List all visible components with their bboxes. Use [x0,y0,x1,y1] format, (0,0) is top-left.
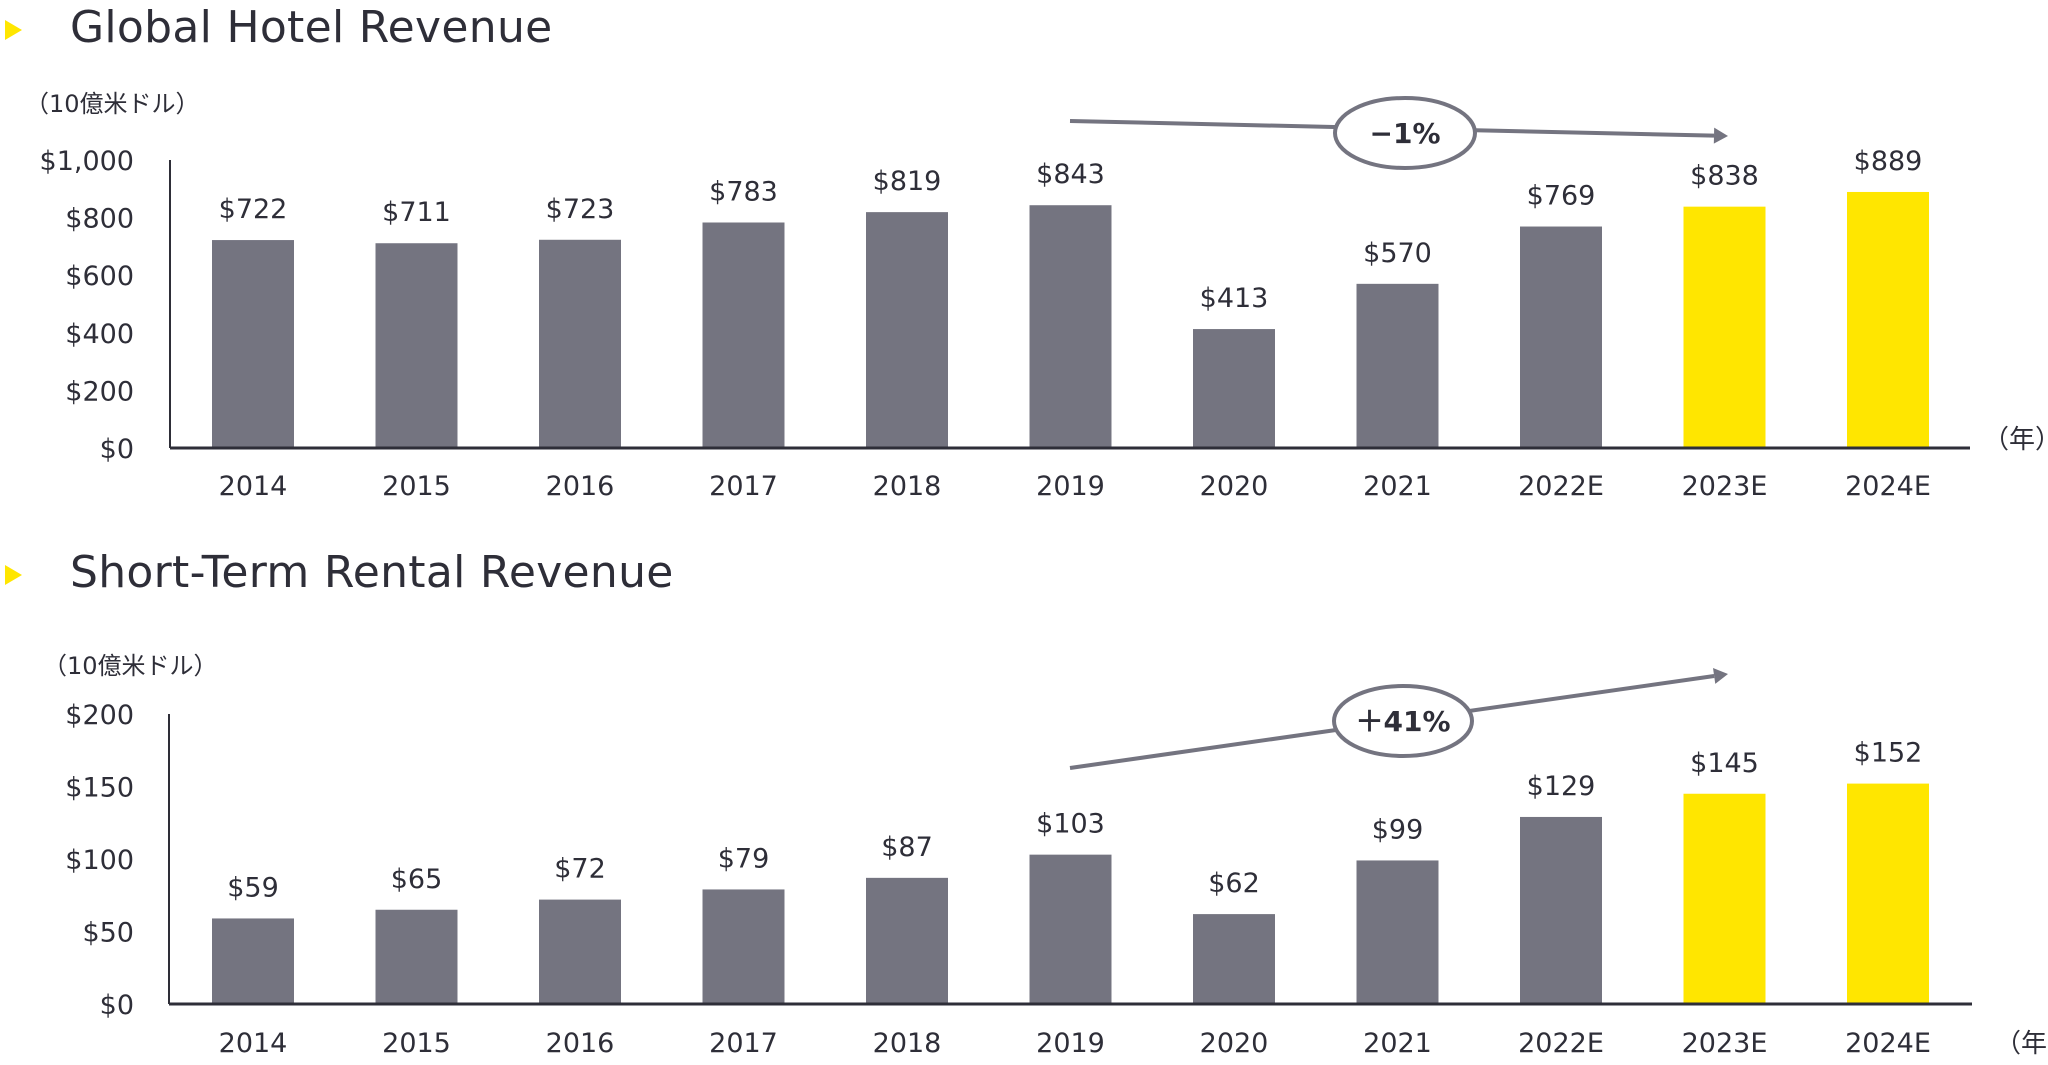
growth-callout-text: −1% [1370,117,1441,150]
y-tick-label: $1,000 [40,146,134,177]
bar-value-label: $769 [1527,181,1596,212]
x-tick-label: 2024E [1845,1028,1931,1059]
y-tick-label: $100 [65,845,134,876]
y-axis-unit-label: （10億米ドル） [43,652,218,680]
bar-value-label: $723 [546,194,615,225]
bar-2020 [1193,914,1275,1004]
x-tick-label: 2018 [873,471,942,502]
bar-2017 [702,222,785,448]
bar-2022E [1520,816,1602,1004]
section-bullet-icon [5,20,22,40]
x-tick-label: 2017 [709,471,778,502]
bar-value-label: $711 [382,197,451,228]
bar-2024E [1847,783,1929,1004]
y-axis-unit-label: （10億米ドル） [25,90,200,118]
x-tick-label: 2023E [1682,1028,1768,1059]
x-tick-label: 2020 [1200,1028,1269,1059]
y-tick-label: $800 [65,204,134,235]
y-tick-label: $150 [65,773,134,804]
y-tick-label: $200 [65,700,134,731]
x-tick-label: 2017 [709,1028,778,1059]
x-tick-label: 2021 [1363,1028,1432,1059]
bar-2018 [866,877,948,1004]
growth-callout-text: ＋41% [1355,705,1450,738]
bar-value-label: $570 [1363,238,1432,269]
y-tick-label: $200 [65,376,134,407]
x-tick-label: 2015 [382,1028,451,1059]
bar-2015 [375,243,458,448]
trend-arrow-head-icon [1713,127,1728,144]
bar-2024E [1847,191,1929,448]
x-tick-label: 2022E [1518,1028,1604,1059]
chart-title-hotel: Global Hotel Revenue [70,2,553,53]
bar-value-label: $79 [718,843,770,874]
x-tick-label: 2019 [1036,1028,1105,1059]
section-bullet-icon [5,565,22,585]
x-tick-label: 2021 [1363,471,1432,502]
chart-title-rental: Short-Term Rental Revenue [70,547,674,598]
x-tick-label: 2015 [382,471,451,502]
bar-2020 [1193,329,1275,448]
bar-value-label: $413 [1200,283,1269,314]
bar-2021 [1356,283,1439,448]
x-axis-unit-label: （年） [1995,1029,2048,1059]
bar-2019 [1029,205,1112,448]
bar-value-label: $59 [227,872,279,903]
bar-2023E [1683,206,1766,448]
bar-value-label: $152 [1854,738,1923,769]
x-tick-label: 2019 [1036,471,1105,502]
y-tick-label: $600 [65,261,134,292]
x-axis-unit-label: （年） [1983,425,2048,455]
x-tick-label: 2016 [546,471,615,502]
y-tick-label: $400 [65,319,134,350]
bar-2018 [866,212,948,448]
bar-value-label: $145 [1690,748,1759,779]
y-tick-label: $0 [100,434,134,465]
x-tick-label: 2014 [219,1028,288,1059]
x-tick-label: 2018 [873,1028,942,1059]
bar-value-label: $838 [1690,161,1759,192]
bar-value-label: $843 [1036,159,1105,190]
bar-value-label: $783 [709,176,778,207]
y-tick-label: $0 [100,990,134,1021]
bar-2014 [212,240,294,448]
trend-arrow-head-icon [1713,668,1728,684]
x-tick-label: 2020 [1200,471,1269,502]
bar-value-label: $889 [1854,146,1923,177]
bar-2016 [539,899,621,1004]
bar-value-label: $72 [554,854,606,885]
bar-2019 [1029,854,1112,1004]
bar-2014 [212,918,294,1004]
bar-value-label: $87 [881,832,933,863]
x-tick-label: 2023E [1682,471,1768,502]
x-tick-label: 2024E [1845,471,1931,502]
x-tick-label: 2014 [219,471,288,502]
bar-value-label: $103 [1036,809,1105,840]
growth-callout-ellipse [1333,96,1477,170]
bar-2023E [1683,793,1766,1004]
growth-callout-ellipse [1332,684,1474,758]
bar-value-label: $65 [391,864,443,895]
hotel-revenue-chart: （10億米ドル） $0 $200 $400 $600 $800 $1,000 $722 2014… [25,90,2048,502]
x-tick-label: 2022E [1518,471,1604,502]
bar-value-label: $99 [1372,814,1424,845]
y-tick-label: $50 [82,918,134,949]
bar-value-label: $129 [1527,771,1596,802]
bar-2015 [375,909,458,1004]
bar-value-label: $62 [1208,868,1260,899]
bar-2017 [702,889,785,1004]
x-tick-label: 2016 [546,1028,615,1059]
bar-value-label: $819 [873,166,942,197]
bar-2021 [1356,860,1439,1004]
bar-2022E [1520,226,1602,448]
bar-2016 [539,239,621,448]
bar-value-label: $722 [219,194,288,225]
